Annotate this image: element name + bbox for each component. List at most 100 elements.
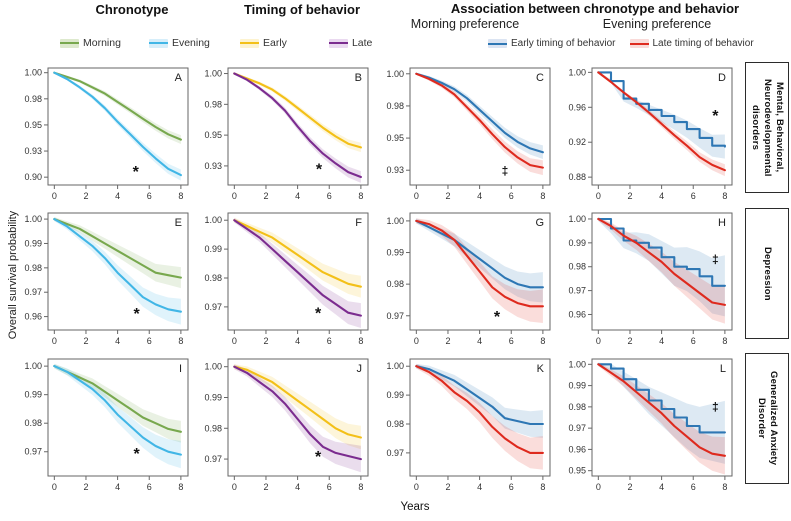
- y-tick-label: 0.96: [568, 102, 586, 112]
- panel-B: 1.00 0.98 0.95 0.93 0 2 4 6 8 B *: [194, 62, 374, 204]
- significance-marker: ‡: [712, 253, 719, 267]
- y-tick-label: 0.97: [386, 448, 404, 458]
- y-tick-label: 0.98: [386, 101, 404, 111]
- confidence-band: [598, 217, 725, 324]
- x-tick-label: 6: [691, 336, 696, 346]
- x-tick-label: 0: [596, 482, 601, 492]
- y-tick-label: 0.95: [204, 130, 222, 140]
- y-tick-label: 0.93: [24, 146, 42, 156]
- confidence-band: [416, 72, 543, 176]
- y-tick-label: 1.00: [24, 361, 42, 371]
- series-line: [597, 71, 726, 172]
- y-tick-label: 0.97: [386, 311, 404, 321]
- y-tick-label: 0.97: [204, 454, 222, 464]
- x-tick-label: 4: [659, 482, 664, 492]
- x-tick-label: 4: [295, 191, 300, 201]
- x-tick-label: 8: [178, 482, 183, 492]
- panel-letter: K: [537, 363, 545, 375]
- x-tick-label: 4: [659, 191, 664, 201]
- sub-header-evening-preference: Evening preference: [602, 17, 712, 31]
- y-tick-label: 1.00: [204, 362, 222, 372]
- x-tick-label: 0: [52, 191, 57, 201]
- y-tick-label: 0.98: [24, 418, 42, 428]
- x-tick-label: 6: [147, 336, 152, 346]
- series-line: [233, 365, 362, 439]
- legend-item-early-timing: Early timing of behavior: [488, 38, 616, 49]
- x-tick-label: 4: [115, 482, 120, 492]
- series-line: [233, 72, 362, 149]
- survival-plot-H: 1.00 0.99 0.98 0.97 0.96 0 2 4 6 8 H ‡: [568, 212, 733, 346]
- series-line: [597, 217, 726, 306]
- series-line: [53, 71, 182, 141]
- evening-line-swatch-icon: [148, 38, 168, 48]
- panel-letter: H: [718, 217, 726, 229]
- x-tick-label: 8: [358, 482, 363, 492]
- x-tick-label: 8: [722, 191, 727, 201]
- legend-label: Morning: [83, 37, 121, 49]
- y-tick-label: 1.00: [24, 214, 42, 224]
- y-tick-label: 0.92: [568, 137, 586, 147]
- y-tick-label: 0.98: [204, 273, 222, 283]
- x-tick-label: 0: [414, 191, 419, 201]
- x-tick-label: 6: [327, 482, 332, 492]
- confidence-band: [234, 217, 361, 298]
- panel-letter: G: [535, 217, 544, 229]
- survival-plot-J: 1.00 0.99 0.98 0.97 0 2 4 6 8 J *: [204, 358, 369, 492]
- x-tick-label: 2: [263, 191, 268, 201]
- x-tick-label: 0: [414, 336, 419, 346]
- late-timing-line-swatch-icon: [629, 39, 649, 48]
- series-line: [597, 71, 726, 148]
- row-label-text: Generalized Anxiety Disorder: [756, 371, 779, 466]
- y-tick-label: 0.95: [386, 133, 404, 143]
- survival-plot-B: 1.00 0.98 0.95 0.93 0 2 4 6 8 B *: [204, 67, 369, 201]
- legend-label: Late timing of behavior: [652, 38, 754, 49]
- legend-item-late: Late: [328, 37, 372, 49]
- y-tick-label: 1.00: [568, 214, 586, 224]
- y-tick-label: 0.98: [24, 94, 42, 104]
- y-tick-label: 0.98: [24, 263, 42, 273]
- survival-plot-D: 1.00 0.96 0.92 0.88 0 2 4 6 8 D *: [568, 67, 733, 201]
- x-tick-label: 4: [295, 482, 300, 492]
- x-tick-label: 4: [477, 191, 482, 201]
- x-tick-label: 2: [83, 336, 88, 346]
- survival-plot-L: 1.00 0.99 0.98 0.97 0.96 0.95 0 2 4 6 8 L ‡: [568, 358, 733, 492]
- legend-timing: Early Late: [240, 37, 372, 49]
- x-tick-label: 6: [147, 482, 152, 492]
- x-tick-label: 0: [596, 191, 601, 201]
- legend-label: Early: [263, 37, 287, 49]
- series-line: [53, 365, 182, 433]
- y-tick-label: 1.00: [386, 216, 404, 226]
- survival-plot-A: 1.00 0.98 0.95 0.93 0.90 0 2 4 6 8 A *: [24, 67, 189, 201]
- y-tick-label: 1.00: [386, 69, 404, 79]
- y-tick-label: 0.96: [568, 309, 586, 319]
- series-line: [415, 72, 544, 169]
- panel-letter: E: [175, 217, 182, 229]
- series-line: [597, 363, 726, 457]
- x-tick-label: 4: [295, 336, 300, 346]
- confidence-band: [54, 71, 181, 144]
- panel-I: 1.00 0.99 0.98 0.97 0 2 4 6 8 I *: [14, 353, 194, 495]
- y-tick-label: 0.99: [24, 390, 42, 400]
- x-tick-label: 2: [627, 482, 632, 492]
- series-line: [597, 363, 726, 434]
- x-tick-label: 0: [232, 191, 237, 201]
- panel-letter: D: [718, 72, 726, 84]
- significance-marker: *: [712, 108, 719, 125]
- survival-plot-F: 1.00 0.99 0.98 0.97 0 2 4 6 8 F *: [204, 212, 369, 346]
- panel-letter: F: [355, 217, 362, 229]
- x-tick-label: 2: [445, 191, 450, 201]
- x-tick-label: 8: [540, 336, 545, 346]
- legend-label: Early timing of behavior: [511, 38, 616, 49]
- x-tick-label: 8: [178, 336, 183, 346]
- y-tick-label: 0.96: [568, 444, 586, 454]
- x-tick-label: 2: [83, 191, 88, 201]
- y-tick-label: 0.99: [204, 244, 222, 254]
- x-tick-label: 2: [83, 482, 88, 492]
- x-tick-label: 2: [445, 482, 450, 492]
- confidence-band: [234, 364, 361, 450]
- panel-letter: J: [357, 363, 363, 375]
- x-tick-label: 6: [327, 191, 332, 201]
- x-tick-label: 0: [232, 336, 237, 346]
- x-tick-label: 0: [52, 482, 57, 492]
- panel-letter: B: [355, 72, 362, 84]
